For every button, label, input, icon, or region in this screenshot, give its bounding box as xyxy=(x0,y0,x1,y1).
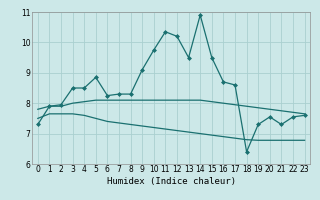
X-axis label: Humidex (Indice chaleur): Humidex (Indice chaleur) xyxy=(107,177,236,186)
